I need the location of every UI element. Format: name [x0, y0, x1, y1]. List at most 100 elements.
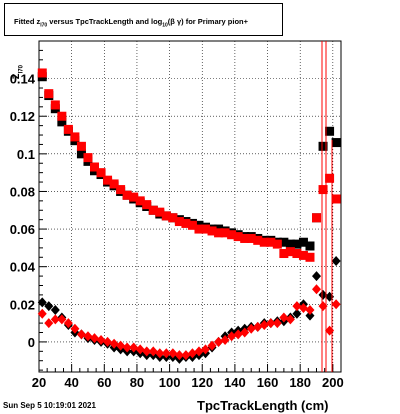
axis-layer: 20 40 60 80 100 120 140 160 180 200 0 0.02 0.04 0.06 0…: [10, 40, 344, 390]
chart-title: Fitted zI70 versus TpcTrackLength and lo…: [14, 17, 248, 29]
data-point-square-red: [187, 220, 197, 230]
data-point-square-red: [129, 192, 139, 202]
data-point-square-red: [135, 196, 145, 206]
y-axis-label-sub: I70: [18, 65, 25, 74]
data-point-square-red: [214, 228, 224, 238]
data-point-square-red: [305, 252, 315, 262]
data-point-square-black: [298, 237, 308, 247]
data-point-square-red: [318, 185, 328, 195]
data-point-square-red: [90, 162, 100, 172]
data-point-diamond-red: [50, 314, 60, 325]
data-point-diamond-red: [207, 340, 217, 351]
data-point-diamond-red: [83, 331, 93, 342]
y-axis-label-main: z: [7, 73, 22, 80]
data-point-diamond-red: [161, 348, 171, 359]
data-point-square-red: [207, 226, 217, 236]
data-point-square-red: [194, 224, 204, 234]
data-point-diamond-red: [266, 318, 276, 329]
x-tick-label: 200: [322, 375, 344, 390]
y-tick-label: 0.12: [10, 109, 35, 124]
data-point-diamond-red: [227, 331, 237, 342]
data-point-square-red: [155, 207, 165, 217]
data-point-square-red: [76, 141, 86, 151]
data-point-diamond-red: [187, 348, 197, 359]
data-point-square-red: [122, 190, 132, 200]
chart-title-box: Fitted zI70 versus TpcTrackLength and lo…: [4, 3, 283, 36]
data-point-diamond-red: [70, 323, 80, 334]
data-point-square-red: [312, 213, 322, 223]
data-point-diamond-red: [194, 346, 204, 357]
data-point-diamond-red: [155, 348, 165, 359]
x-tick-label: 100: [159, 375, 181, 390]
data-point-diamond-red: [122, 342, 132, 353]
y-axis-label: zI70: [7, 64, 25, 94]
data-point-diamond-red: [174, 350, 184, 361]
data-point-diamond-red: [279, 312, 289, 323]
data-point-square-red: [44, 89, 54, 99]
x-tick-label: 120: [191, 375, 213, 390]
y-tick-label: 0.08: [10, 184, 35, 199]
data-point-square-red: [168, 213, 178, 223]
data-point-diamond-red: [214, 336, 224, 347]
x-tick-label: 40: [64, 375, 78, 390]
y-tick-label: 0.1: [17, 147, 35, 162]
y-tick-label: 0.02: [10, 297, 35, 312]
data-point-diamond-black: [37, 297, 47, 308]
data-point-diamond-red: [109, 338, 119, 349]
x-tick-label: 160: [257, 375, 279, 390]
data-point-square-red: [246, 233, 256, 243]
data-point-square-red: [148, 205, 158, 215]
data-point-diamond-red: [240, 327, 250, 338]
data-point-diamond-red: [181, 350, 191, 361]
data-point-diamond-red: [142, 346, 152, 357]
data-point-square-black: [318, 141, 328, 151]
data-point-diamond-black: [44, 301, 54, 312]
plot-frame: [38, 40, 342, 373]
data-point-diamond-red: [148, 346, 158, 357]
data-point-square-red: [233, 232, 243, 242]
data-point-square-red: [116, 185, 126, 195]
data-point-square-red: [109, 179, 119, 189]
title-sub-2: 10: [162, 22, 168, 29]
data-point-square-red: [227, 230, 237, 240]
data-point-diamond-red: [44, 318, 54, 329]
data-point-square-red: [201, 224, 211, 234]
x-tick-label: 20: [32, 375, 46, 390]
data-point-square-red: [142, 200, 152, 210]
data-point-diamond-red: [57, 314, 67, 325]
data-point-diamond-red: [233, 329, 243, 340]
x-tick-label: 180: [289, 375, 311, 390]
data-point-square-red: [63, 124, 73, 134]
x-axis-label: TpcTrackLength (cm): [197, 398, 329, 413]
data-point-diamond-black: [50, 304, 60, 315]
grid-layer: [38, 41, 341, 372]
data-point-diamond-red: [298, 303, 308, 314]
data-point-square-black: [57, 117, 67, 127]
y-tick-label: 0.04: [10, 260, 36, 275]
data-point-diamond-black: [305, 310, 315, 321]
data-point-diamond-red: [168, 348, 178, 359]
data-point-square-red: [70, 132, 80, 142]
title-part-3: (β γ) for Primary pion+: [167, 17, 249, 26]
datestamp: Sun Sep 5 10:19:01 2021: [3, 401, 96, 410]
title-part-1: Fitted z: [14, 17, 41, 26]
data-point-square-red: [298, 250, 308, 260]
data-point-square-red: [220, 228, 230, 238]
title-sub-1: I70: [40, 22, 48, 29]
data-point-square-red: [83, 153, 93, 163]
data-point-square-red: [266, 237, 276, 247]
data-point-diamond-red: [37, 308, 47, 319]
data-point-diamond-red: [331, 299, 341, 310]
red-reference-lines: [321, 41, 333, 372]
data-point-diamond-red: [305, 304, 315, 315]
data-point-diamond-red: [220, 335, 230, 346]
data-point-diamond-red: [135, 344, 145, 355]
data-point-square-black: [305, 241, 315, 251]
data-point-square-red: [174, 217, 184, 227]
data-point-square-red: [103, 175, 113, 185]
data-point-diamond-black: [292, 308, 302, 319]
data-point-square-red: [37, 68, 47, 78]
title-part-2: versus TpcTrackLength and log: [47, 17, 163, 26]
data-point-diamond-black: [331, 256, 341, 267]
